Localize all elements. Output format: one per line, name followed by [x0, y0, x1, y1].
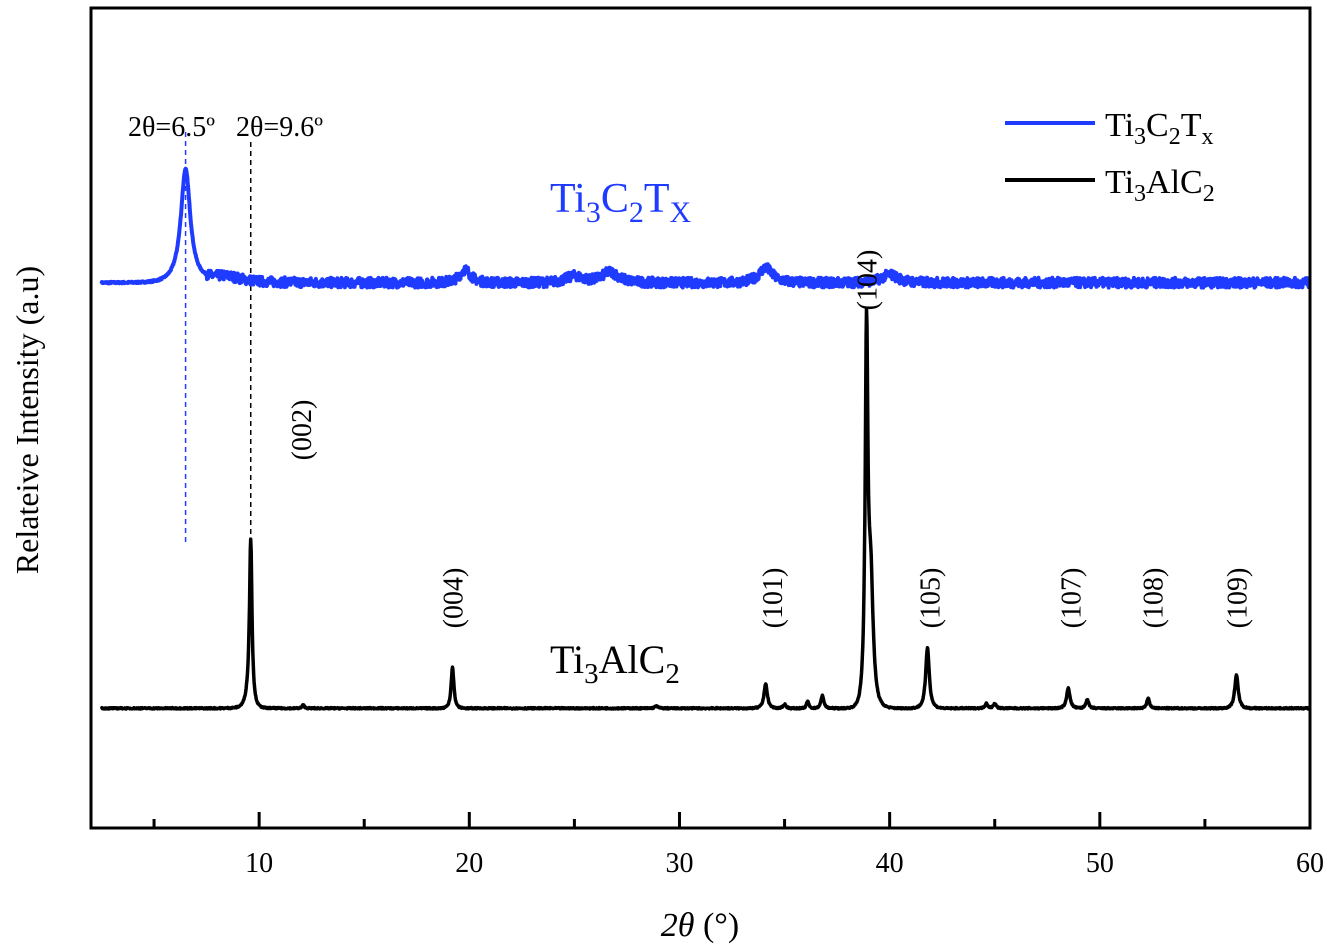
x-tick-label: 50	[1086, 848, 1114, 879]
x-tick-label: 20	[455, 848, 483, 879]
plane-label: (002)	[287, 400, 318, 461]
x-tick-label: 60	[1296, 848, 1324, 879]
reference-lines	[184, 132, 252, 548]
x-axis-label: 2θ (°)	[661, 907, 739, 944]
reference-label-6-5: 2θ=6.5º	[128, 112, 215, 143]
x-tick-label: 40	[876, 848, 904, 879]
plane-label: (101)	[758, 568, 789, 629]
reference-label-9-6: 2θ=9.6º	[236, 112, 323, 143]
x-axis-ticks: 10 20 30 40 50 60	[152, 812, 1324, 879]
x-tick-label: 30	[665, 848, 693, 879]
legend: Ti3C2Tx Ti3AlC2	[1005, 107, 1215, 207]
plane-label: (109)	[1222, 568, 1253, 629]
plane-label: (108)	[1138, 568, 1169, 629]
y-axis-label: Relateive Intensity (a.u)	[9, 266, 45, 574]
series-line-ti3c2tx	[99, 166, 1312, 290]
plane-label: (105)	[916, 568, 947, 629]
series-line-ti3alc2	[99, 306, 1312, 711]
reference-labels: 2θ=6.5º 2θ=9.6º	[128, 112, 323, 143]
plane-label: (107)	[1056, 568, 1087, 629]
series-label-ti3c2tx: Ti3C2TX	[550, 176, 692, 229]
legend-label-ti3alc2: Ti3AlC2	[1105, 164, 1215, 207]
x-tick-label: 10	[245, 848, 273, 879]
legend-label-ti3c2tx: Ti3C2Tx	[1105, 107, 1214, 150]
series-label-ti3alc2: Ti3AlC2	[550, 637, 680, 690]
series-group	[99, 166, 1312, 711]
plane-label: (104)	[853, 250, 884, 311]
plot-frame	[89, 6, 1312, 830]
plane-label: (004)	[438, 568, 469, 629]
plane-labels: (002) (004) (101) (104) (105) (107) (108) (109)	[287, 250, 1253, 629]
